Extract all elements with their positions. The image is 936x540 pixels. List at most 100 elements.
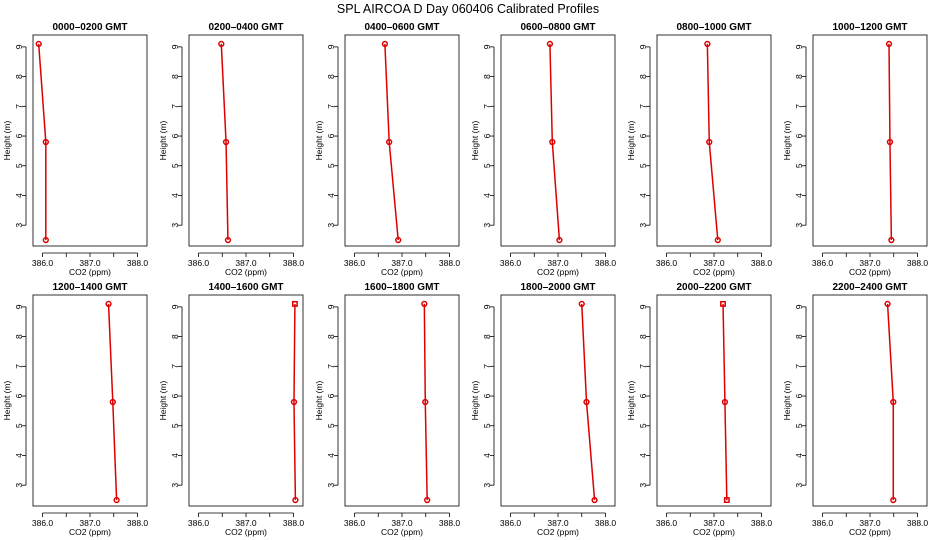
y-tick-label: 7 [482, 104, 492, 109]
plot-frame [812, 294, 928, 507]
y-axis-label: Height (m) [626, 121, 636, 161]
y-tick-label: 9 [14, 304, 24, 309]
x-tick-label: 388.0 [595, 258, 617, 268]
y-tick-label: 5 [794, 423, 804, 428]
y-tick-label: 4 [14, 453, 24, 458]
data-point [723, 497, 730, 504]
x-tick-label: 387.0 [79, 258, 101, 268]
data-point [421, 300, 428, 308]
profile-panel-11: 2000–2200 GMT 386.0 387.0 388.0 CO2 (ppm) 3 4 5… [626, 282, 772, 537]
data-point [109, 398, 116, 406]
y-tick-label: 3 [14, 223, 24, 228]
y-axis-label: Height (m) [314, 121, 324, 161]
profile-line [220, 43, 229, 241]
x-axis-label: CO2 (ppm) [537, 527, 579, 537]
data-point [884, 300, 891, 308]
data-point [890, 398, 897, 406]
panel-title: 1800–2000 GMT [520, 282, 595, 293]
profile-line [37, 43, 47, 241]
y-tick-label: 6 [326, 393, 336, 398]
data-point [591, 496, 598, 504]
panel-title: 2200–2400 GMT [832, 282, 907, 293]
y-tick-label: 6 [638, 393, 648, 398]
y-tick-label: 8 [482, 74, 492, 79]
y-tick-label: 7 [14, 104, 24, 109]
data-point [386, 138, 393, 146]
y-axis-label: Height (m) [782, 121, 792, 161]
plot-frame [32, 34, 148, 247]
data-point [224, 236, 232, 244]
data-point [291, 300, 298, 307]
y-tick-label: 4 [14, 193, 24, 198]
x-tick-label: 387.0 [79, 518, 101, 528]
x-tick-label: 387.0 [547, 518, 569, 528]
y-tick-label: 3 [482, 223, 492, 228]
profile-panel-4: 0600–0800 GMT 386.0 387.0 388.0 CO2 (ppm) 3 4 5… [470, 22, 616, 277]
x-tick-label: 388.0 [751, 258, 773, 268]
profile-panel-1: 0000–0200 GMT 386.0 387.0 388.0 CO2 (ppm) 3 4 5… [2, 22, 148, 277]
y-tick-label: 8 [170, 74, 180, 79]
panel-title: 2000–2200 GMT [676, 282, 751, 293]
data-point [888, 236, 895, 244]
panel-title: 0600–0800 GMT [520, 22, 595, 33]
x-tick-label: 387.0 [703, 258, 725, 268]
data-point [292, 496, 299, 504]
data-point [583, 398, 590, 406]
panel-title: 1400–1600 GMT [208, 282, 283, 293]
profile-panel-7: 1200–1400 GMT 386.0 387.0 388.0 CO2 (ppm) 3 4 5… [2, 282, 148, 537]
y-tick-label: 8 [326, 334, 336, 339]
x-tick-label: 387.0 [235, 258, 257, 268]
data-point [885, 40, 893, 48]
x-tick-label: 386.0 [500, 258, 522, 268]
y-tick-label: 4 [326, 453, 336, 458]
y-tick-label: 6 [482, 393, 492, 398]
data-point [704, 40, 711, 48]
y-tick-label: 6 [794, 393, 804, 398]
x-tick-label: 386.0 [812, 258, 834, 268]
y-tick-label: 6 [170, 133, 180, 138]
x-axis-label: CO2 (ppm) [849, 527, 891, 537]
data-point [578, 300, 585, 308]
y-tick-label: 9 [326, 304, 336, 309]
y-tick-label: 8 [170, 334, 180, 339]
y-axis-label: Height (m) [470, 121, 480, 161]
x-axis-label: CO2 (ppm) [381, 267, 423, 277]
plot-frame [812, 34, 928, 247]
x-tick-label: 388.0 [595, 518, 617, 528]
data-point [42, 236, 49, 244]
x-tick-label: 386.0 [812, 518, 834, 528]
x-axis-label: CO2 (ppm) [69, 267, 111, 277]
data-point [714, 236, 721, 244]
data-point [424, 496, 431, 504]
y-tick-label: 6 [482, 133, 492, 138]
y-tick-label: 5 [326, 423, 336, 428]
x-tick-label: 386.0 [344, 258, 366, 268]
plot-frame [500, 294, 616, 507]
plot-frame [188, 34, 304, 247]
x-axis-label: CO2 (ppm) [381, 527, 423, 537]
x-tick-label: 387.0 [859, 518, 881, 528]
profile-line [706, 43, 719, 241]
y-tick-label: 7 [14, 364, 24, 369]
x-tick-label: 388.0 [907, 518, 929, 528]
profile-line [888, 43, 893, 241]
profile-line [886, 303, 895, 501]
y-tick-label: 4 [638, 453, 648, 458]
y-tick-label: 5 [170, 423, 180, 428]
y-tick-label: 7 [794, 104, 804, 109]
profile-line [384, 43, 399, 241]
y-tick-label: 5 [794, 163, 804, 168]
y-tick-label: 4 [170, 193, 180, 198]
x-axis-label: CO2 (ppm) [69, 527, 111, 537]
profile-line [581, 303, 596, 501]
y-tick-label: 9 [794, 304, 804, 309]
y-tick-label: 4 [794, 453, 804, 458]
data-point [42, 138, 49, 146]
y-tick-label: 6 [14, 133, 24, 138]
data-point [105, 300, 112, 308]
y-tick-label: 6 [638, 133, 648, 138]
x-axis-label: CO2 (ppm) [693, 527, 735, 537]
y-tick-label: 8 [482, 334, 492, 339]
y-tick-label: 7 [794, 364, 804, 369]
y-tick-label: 3 [482, 483, 492, 488]
